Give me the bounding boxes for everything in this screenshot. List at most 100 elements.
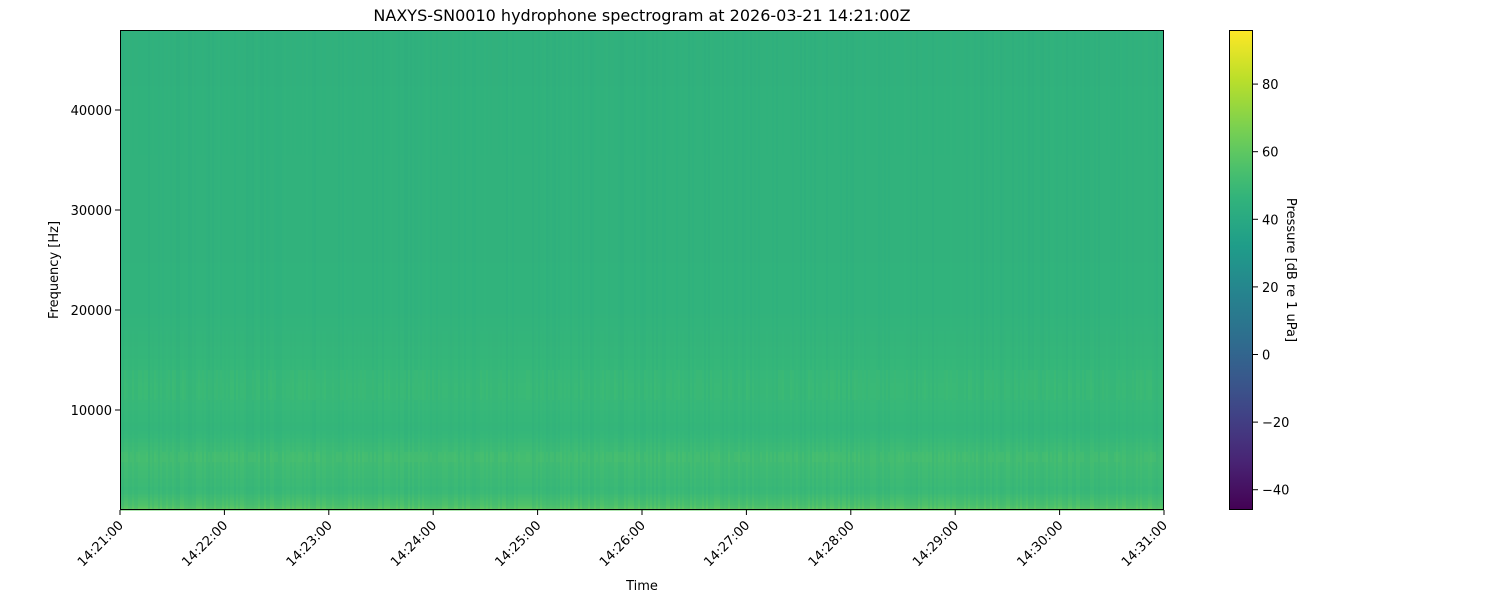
heatmap-cell (404, 452, 406, 462)
heatmap-cell (314, 452, 316, 462)
heatmap-column (556, 30, 558, 510)
heatmap-cell (270, 452, 272, 462)
heatmap-cell (678, 452, 680, 462)
heatmap-column (894, 30, 896, 510)
heatmap-cell (236, 370, 238, 400)
heatmap-band (120, 506, 1164, 508)
heatmap-column (756, 30, 758, 510)
heatmap-column (810, 30, 812, 510)
heatmap-cell (840, 452, 842, 462)
heatmap-cell (780, 370, 782, 400)
heatmap-column (772, 30, 774, 510)
heatmap-column (202, 30, 204, 510)
heatmap-column (604, 30, 606, 510)
heatmap-column (1156, 30, 1158, 510)
heatmap-cell (200, 452, 202, 462)
heatmap-column (686, 30, 688, 510)
heatmap-column (188, 30, 190, 510)
heatmap-column (744, 30, 746, 510)
heatmap-column (122, 30, 124, 510)
heatmap-column (850, 30, 852, 510)
heatmap-cell (526, 370, 528, 400)
heatmap-band (120, 166, 1164, 171)
heatmap-column (876, 30, 878, 510)
heatmap-cell (676, 370, 678, 400)
heatmap-cell (922, 452, 924, 462)
heatmap-cell (310, 452, 312, 462)
heatmap-cell (852, 452, 854, 462)
heatmap-band (120, 508, 1164, 510)
heatmap-column (328, 30, 330, 510)
heatmap-cell (1118, 370, 1120, 400)
plot-frame (120, 30, 1164, 510)
heatmap-cell (198, 370, 200, 400)
y-tick-label: 10000 (71, 404, 112, 419)
heatmap-column (726, 30, 728, 510)
heatmap-cell (258, 452, 260, 462)
heatmap-column (374, 30, 376, 510)
heatmap-cell (666, 452, 668, 462)
heatmap-column (992, 30, 994, 510)
heatmap-column (908, 30, 910, 510)
heatmap-cell (304, 370, 306, 400)
heatmap-cell (738, 452, 740, 462)
heatmap-column (732, 30, 734, 510)
heatmap-cell (308, 452, 310, 462)
heatmap-column (280, 30, 282, 510)
heatmap-cell (394, 452, 396, 462)
heatmap-column (970, 30, 972, 510)
heatmap-column (268, 30, 270, 510)
heatmap-cell (1032, 370, 1034, 400)
heatmap-cell (992, 452, 994, 462)
heatmap-cell (354, 452, 356, 462)
heatmap-band (120, 30, 1164, 35)
heatmap-cell (696, 370, 698, 400)
heatmap-column (478, 30, 480, 510)
heatmap-cell (504, 452, 506, 462)
heatmap-cell (204, 452, 206, 462)
heatmap-cell (678, 370, 680, 400)
heatmap-column (606, 30, 608, 510)
heatmap-cell (366, 452, 368, 462)
heatmap-cell (808, 370, 810, 400)
heatmap-cell (976, 452, 978, 462)
heatmap-cell (1036, 370, 1038, 400)
heatmap-cell (788, 452, 790, 462)
heatmap-cell (146, 452, 148, 462)
heatmap-column (820, 30, 822, 510)
heatmap-cell (1036, 452, 1038, 462)
heatmap-cell (292, 370, 294, 400)
heatmap-column (500, 30, 502, 510)
heatmap-cell (298, 370, 300, 400)
heatmap-column (1088, 30, 1090, 510)
heatmap-column (372, 30, 374, 510)
heatmap-column (256, 30, 258, 510)
heatmap-column (1018, 30, 1020, 510)
heatmap-band (120, 78, 1164, 83)
heatmap-column (618, 30, 620, 510)
heatmap-column (722, 30, 724, 510)
heatmap-cell (618, 452, 620, 462)
heatmap-cell (796, 452, 798, 462)
heatmap-band (120, 206, 1164, 211)
heatmap-column (460, 30, 462, 510)
heatmap-band (120, 90, 1164, 95)
heatmap-cell (658, 452, 660, 462)
heatmap-cell (770, 452, 772, 462)
heatmap-cell (490, 452, 492, 462)
heatmap-cell (220, 370, 222, 400)
heatmap-band (120, 370, 1164, 375)
heatmap-column (586, 30, 588, 510)
heatmap-cell (516, 452, 518, 462)
heatmap-cell (1094, 452, 1096, 462)
heatmap-band (120, 354, 1164, 359)
heatmap-column (392, 30, 394, 510)
heatmap-column (704, 30, 706, 510)
heatmap-column (382, 30, 384, 510)
heatmap-cell (290, 452, 292, 462)
heatmap-column (448, 30, 450, 510)
heatmap-cell (670, 452, 672, 462)
heatmap-band (120, 454, 1164, 459)
heatmap-column (640, 30, 642, 510)
heatmap-column (644, 30, 646, 510)
